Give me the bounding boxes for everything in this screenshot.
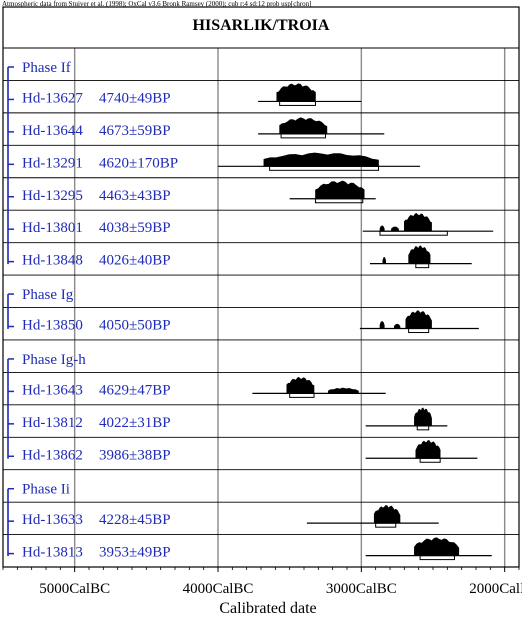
probability-peak: [405, 310, 432, 329]
x-axis-label: Calibrated date: [219, 600, 316, 617]
probability-peak: [279, 117, 328, 135]
sample-bp: 4050±50BP: [99, 318, 171, 334]
range-box: [375, 522, 397, 528]
sample-bp: 4022±31BP: [99, 415, 171, 431]
sample-bp: 4228±45BP: [99, 512, 171, 528]
sample-bp: 4026±40BP: [99, 253, 171, 269]
sample-bp: 4740±49BP: [99, 90, 171, 106]
range-box: [379, 230, 448, 236]
x-tick-label: 2000CalBC: [469, 581, 522, 597]
sample-bp: 4620±170BP: [99, 155, 178, 171]
chart-title: HISARLIK/TROIA: [193, 17, 330, 34]
range-box: [408, 328, 430, 334]
range-box: [280, 133, 327, 139]
sample-bp: 3953±49BP: [99, 545, 171, 561]
probability-peak: [315, 180, 365, 200]
sample-id: Hd-13295: [22, 188, 83, 204]
phase-label: Phase Ig-h: [22, 352, 86, 368]
sample-bp: 4629±47BP: [99, 382, 171, 398]
rows-layer: Phase If Hd-13627 4740±49BP Hd-13644 4673±59…: [3, 60, 519, 568]
phase-label: Phase If: [22, 60, 71, 76]
probability-peak: [373, 504, 401, 524]
probability-peak: [391, 226, 399, 232]
probability-peak: [382, 256, 386, 264]
probability-peak: [286, 377, 315, 394]
range-box: [416, 425, 430, 431]
sample-id: Hd-13801: [22, 220, 83, 236]
range-box: [269, 165, 380, 171]
sample-id: Hd-13813: [22, 545, 83, 561]
sample-id: Hd-13627: [22, 90, 83, 106]
x-tick-label: 4000CalBC: [183, 581, 254, 597]
phase-label: Phase Ii: [22, 482, 70, 498]
probability-peak: [415, 440, 441, 459]
sample-bp: 4463±43BP: [99, 188, 171, 204]
probability-peak: [379, 320, 385, 329]
sample-bp: 3986±38BP: [99, 447, 171, 463]
sample-id: Hd-13848: [22, 253, 83, 269]
probability-peak: [394, 323, 401, 329]
probability-peak: [328, 387, 359, 394]
sample-bp: 4673±59BP: [99, 123, 171, 139]
ticks-layer: 5000CalBC 4000CalBC 3000CalBC 2000CalBC: [2, 567, 522, 597]
probability-peak: [414, 537, 460, 556]
sample-id: Hd-13633: [22, 512, 83, 528]
probability-peak: [408, 245, 431, 264]
sample-id: Hd-13644: [22, 123, 83, 139]
range-box: [419, 457, 441, 463]
range-box: [314, 198, 364, 204]
range-box: [419, 555, 456, 561]
sample-id: Hd-13812: [22, 415, 83, 431]
sample-id: Hd-13643: [22, 382, 83, 398]
probability-peak: [276, 83, 316, 102]
probability-peak: [403, 213, 432, 232]
sample-id: Hd-13850: [22, 318, 83, 334]
sample-id: Hd-13862: [22, 447, 83, 463]
sample-bp: 4038±59BP: [99, 220, 171, 236]
probability-peak: [414, 407, 432, 427]
probability-peak: [379, 225, 385, 232]
sample-id: Hd-13291: [22, 155, 83, 171]
x-tick-label: 5000CalBC: [39, 581, 110, 597]
x-tick-label: 3000CalBC: [326, 581, 397, 597]
range-box: [289, 392, 315, 398]
calibration-note: Atmospheric data from Stuiver et al. (19…: [2, 0, 312, 8]
probability-peak: [263, 152, 379, 167]
range-box: [415, 263, 430, 269]
range-box: [279, 100, 316, 106]
phase-label: Phase Ig: [22, 287, 74, 303]
